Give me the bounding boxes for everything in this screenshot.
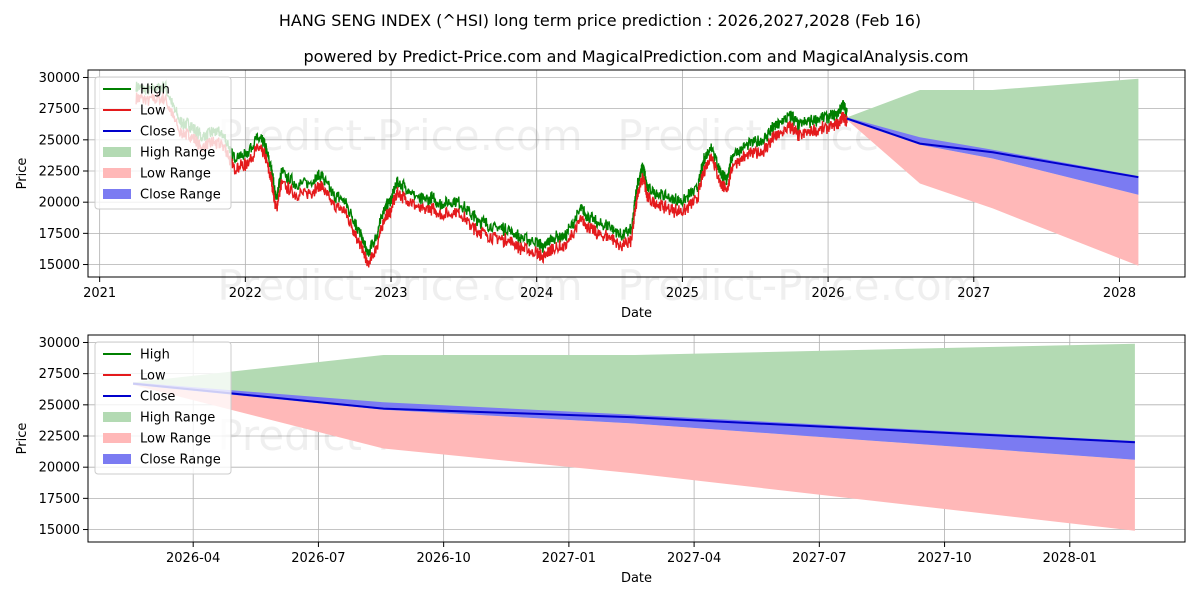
x-axis-label: Date [621,306,652,321]
x-tick-label: 2021 [83,286,116,301]
plot-area [135,78,1139,268]
plot-area [133,343,1135,531]
axes-frame [87,69,1186,278]
legend-close-range-swatch [103,454,131,464]
legend-high-range-swatch [103,147,131,157]
legend-label: Close [140,125,175,140]
y-tick-label: 25000 [39,398,80,413]
legend-label: Low Range [140,432,211,447]
high-series-line [135,79,848,257]
watermark-text: Predict-Price.com [217,261,582,310]
y-tick-label: 27500 [39,102,80,117]
legend-label: High Range [140,146,215,161]
low-range-band [133,384,1135,531]
legend-low-range-swatch [103,433,131,443]
low-series-line [135,92,848,268]
x-tick-label: 2023 [374,286,407,301]
y-tick-label: 22500 [39,430,80,445]
axes-frame [87,334,1186,543]
legend-label: Low Range [140,167,211,182]
y-tick-label: 25000 [39,133,80,148]
close-forecast-line [846,117,1139,179]
x-axis-label: Date [621,571,652,586]
y-tick-label: 15000 [39,523,80,538]
close-range-band [133,382,1135,460]
legend: High Low Close High Range Low Range Close Ran… [94,76,232,210]
x-tick-label: 2024 [520,286,553,301]
low-range-band [847,119,1139,266]
x-tick-label: 2025 [666,286,699,301]
y-tick-label: 27500 [39,367,80,382]
y-tick-label: 30000 [39,71,80,86]
x-tick-label: 2022 [229,286,262,301]
watermark-text: Predict-Price.com [617,261,982,310]
y-tick-label: 20000 [39,461,80,476]
y-axis-label: Price [15,423,30,455]
close-range-band [847,117,1139,195]
x-tick-label: 2026 [812,286,845,301]
x-tick-label: 2027 [957,286,990,301]
y-tick-label: 17500 [39,227,80,242]
legend-label: Low [140,104,166,119]
legend-label: High [140,348,170,363]
legend-label: Close Range [140,188,221,203]
y-tick-label: 30000 [39,336,80,351]
close-forecast-line [133,382,1135,444]
bottom-panel: Predict-Price.comPredict-Price.com2026-0… [15,334,1186,586]
y-axis-label: Price [15,158,30,190]
y-tick-label: 15000 [39,258,80,273]
x-tick-label: 2027-10 [917,551,971,566]
legend-label: Close Range [140,453,221,468]
x-tick-label: 2026-10 [416,551,470,566]
y-tick-label: 22500 [39,165,80,180]
legend-label: Close [140,390,175,405]
y-tick-label: 20000 [39,196,80,211]
legend-label: High [140,83,170,98]
y-tick-label: 17500 [39,492,80,507]
x-tick-label: 2028 [1103,286,1136,301]
x-tick-label: 2027-04 [667,551,721,566]
legend-high-range-swatch [103,412,131,422]
legend-close-range-swatch [103,189,131,199]
chart-subtitle: powered by Predict-Price.com and Magical… [303,47,968,66]
legend-low-range-swatch [103,168,131,178]
legend-label: Low [140,369,166,384]
top-panel: Predict-Price.com Predict-Price.com Predic… [15,69,1186,321]
watermark-text: Predict-Price.com [217,111,582,160]
x-tick-label: 2028-01 [1043,551,1097,566]
chart-title: HANG SENG INDEX (^HSI) long term price p… [279,11,921,30]
x-tick-label: 2026-07 [291,551,345,566]
x-tick-label: 2027-07 [792,551,846,566]
x-tick-label: 2026-04 [166,551,220,566]
legend: High Low Close High Range Low Range Close Ran… [94,341,232,475]
legend-label: High Range [140,411,215,426]
x-tick-label: 2027-01 [542,551,596,566]
